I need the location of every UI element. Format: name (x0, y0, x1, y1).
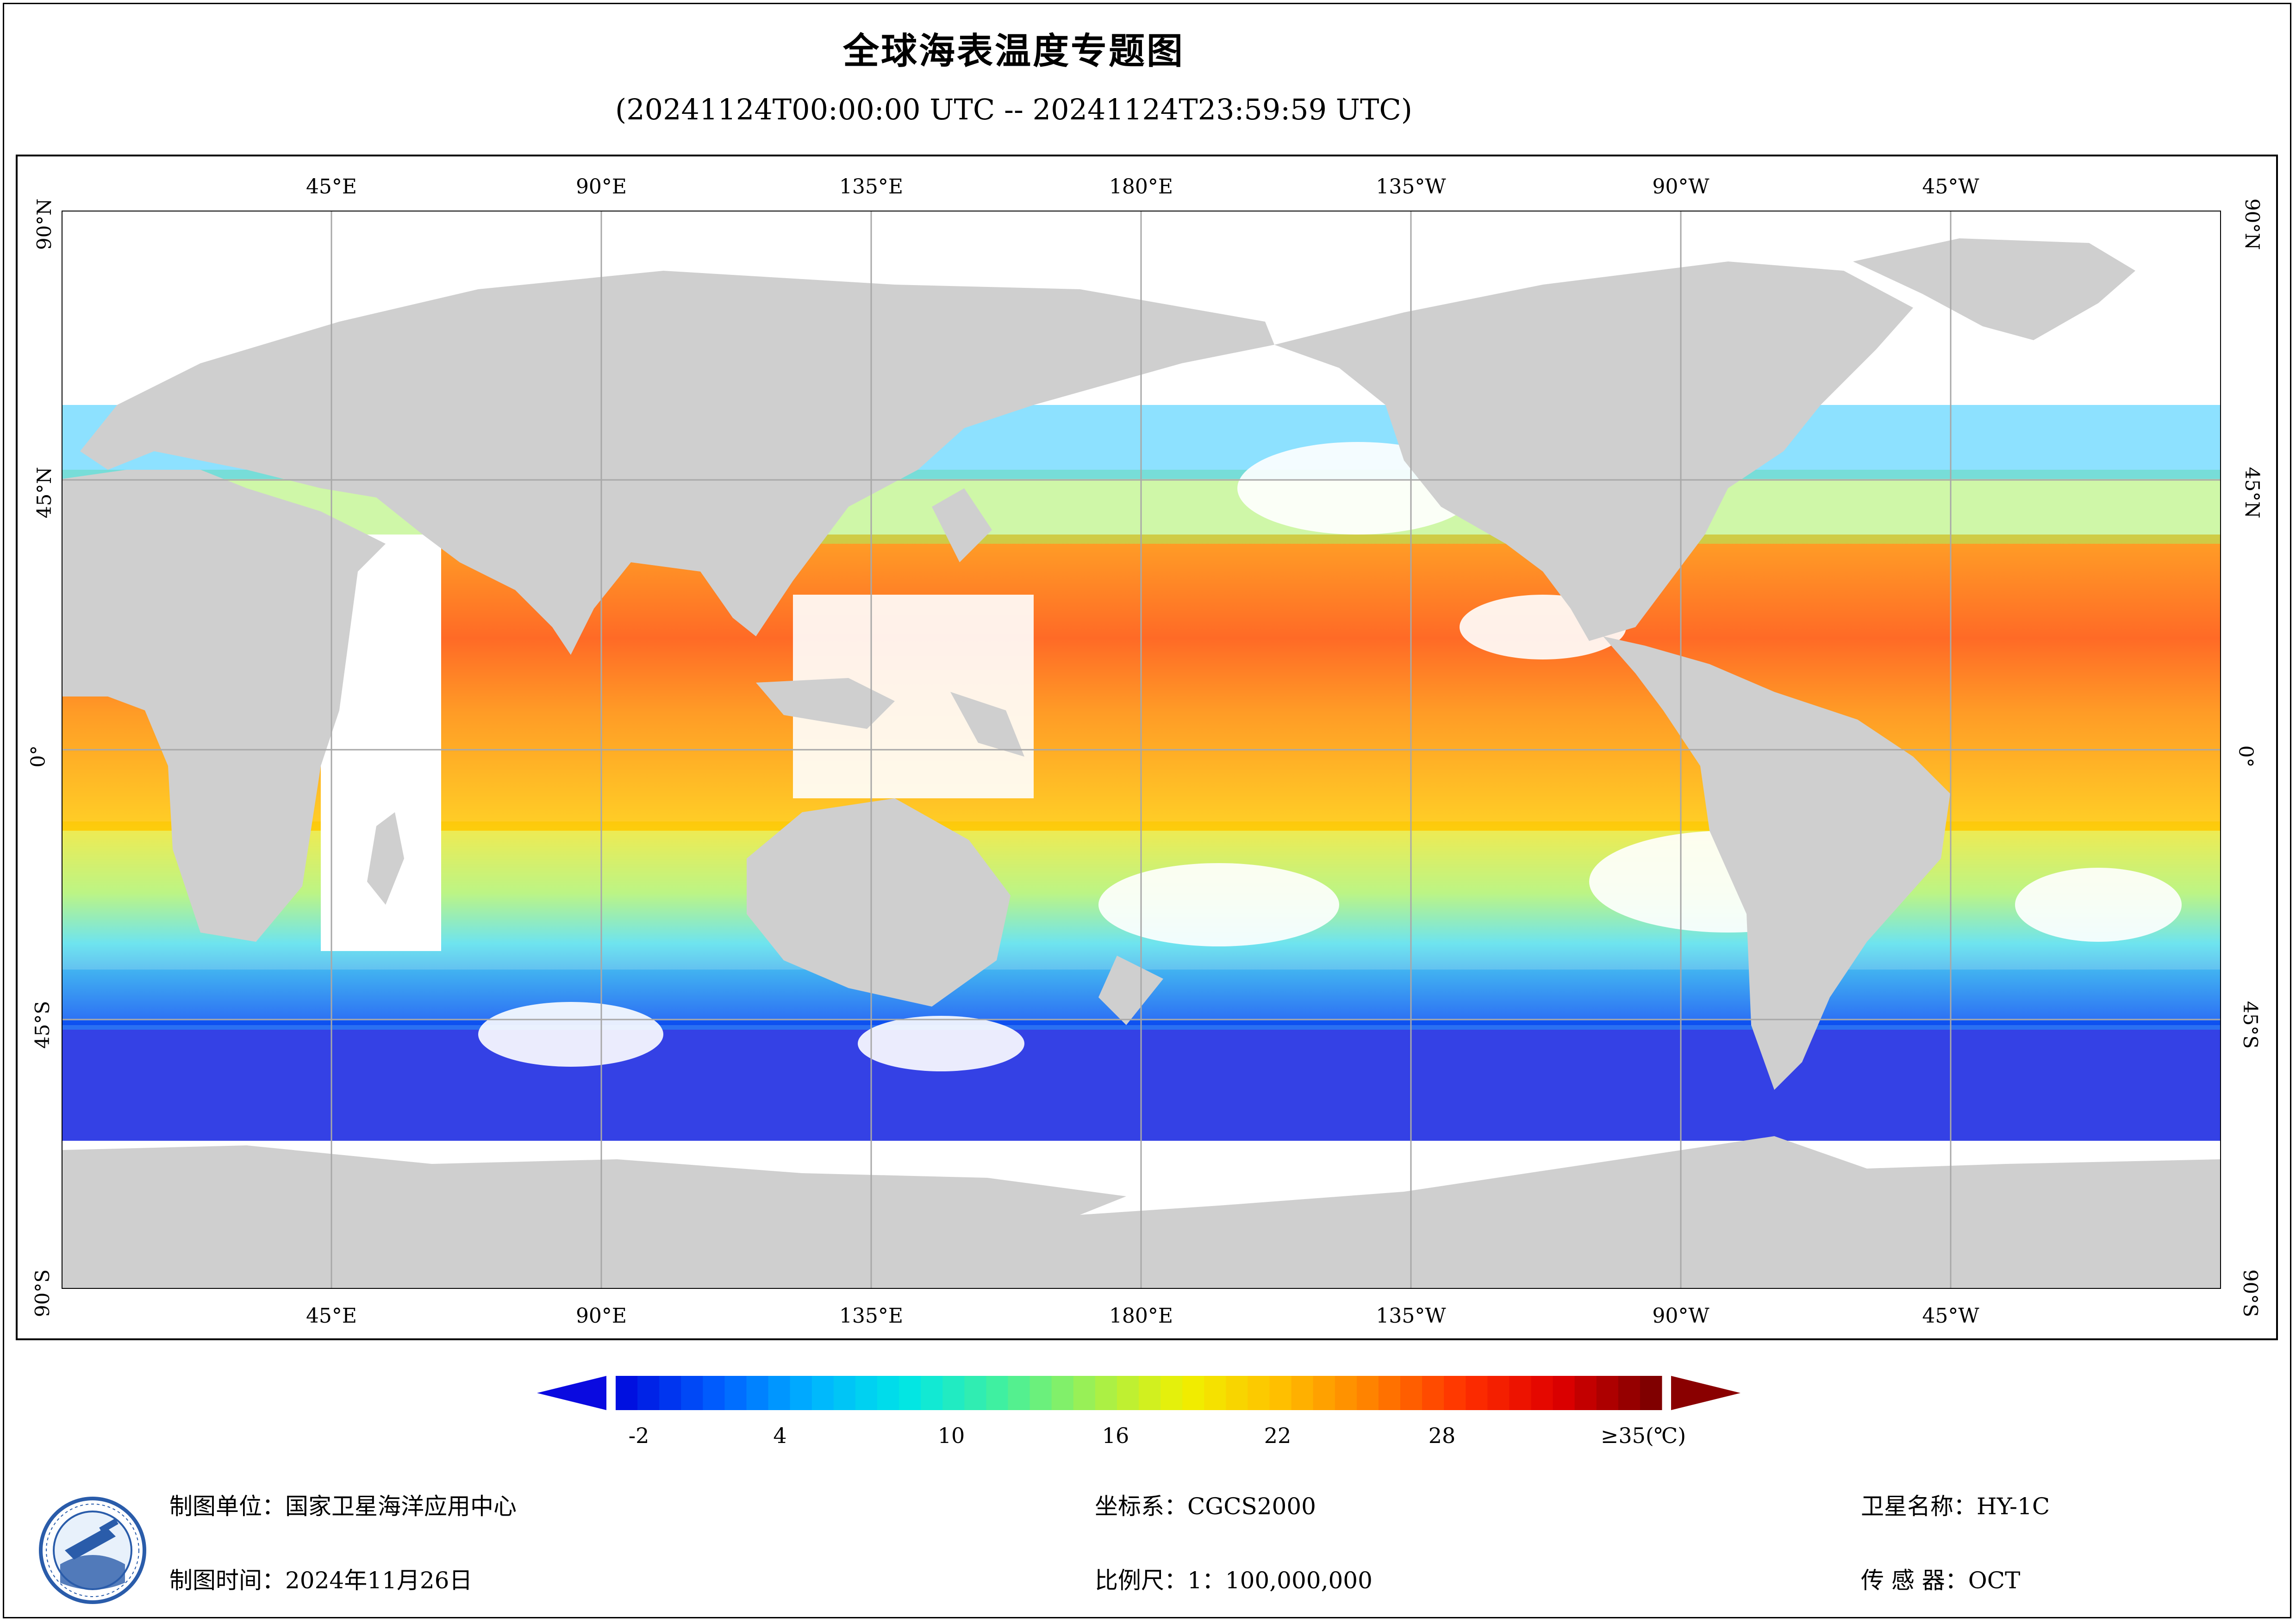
time-range: (20241124T00:00:00 UTC -- 20241124T23:59… (615, 93, 1412, 126)
lon-label-bottom: 135°E (839, 1304, 904, 1328)
colorbar-cell (811, 1376, 834, 1410)
colorbar-cell (986, 1376, 1008, 1410)
colorbar-cell (1117, 1376, 1139, 1410)
colorbar-cell (1008, 1376, 1030, 1410)
colorbar-cell (1596, 1376, 1619, 1410)
colorbar-cell (1509, 1376, 1531, 1410)
colorbar-cell (1029, 1376, 1052, 1410)
lat-label-left: 90°S (31, 1269, 54, 1318)
colorbar-cell (1291, 1376, 1314, 1410)
lat-label-left: 90°N (33, 198, 56, 250)
lon-label-bottom: 45°W (1922, 1304, 1979, 1328)
lat-label-right: 90°N (2241, 198, 2264, 250)
colorbar-cell (637, 1376, 660, 1410)
footer-satellite: 卫星名称：HY-1C (1861, 1493, 2050, 1520)
colorbar-cell (1335, 1376, 1357, 1410)
colorbar-cell (659, 1376, 681, 1410)
map-frame (16, 155, 2278, 1340)
colorbar-cell (790, 1376, 812, 1410)
colorbar-cell (1466, 1376, 1488, 1410)
colorbar-cell (1051, 1376, 1074, 1410)
colorbar-cell (1139, 1376, 1161, 1410)
lon-label-bottom: 45°E (306, 1304, 357, 1328)
colorbar-tick: 22 (1264, 1423, 1292, 1448)
colorbar-cell (703, 1376, 725, 1410)
lat-label-right: 0° (2234, 745, 2258, 768)
colorbar-cell (1444, 1376, 1466, 1410)
colorbar-cell (1422, 1376, 1444, 1410)
colorbar-cell (724, 1376, 747, 1410)
colorbar-cell (1226, 1376, 1248, 1410)
colorbar-cell (1640, 1376, 1662, 1410)
colorbar-cell (1160, 1376, 1183, 1410)
footer-org: 制图单位：国家卫星海洋应用中心 (169, 1493, 517, 1520)
lon-label-top: 135°W (1376, 175, 1446, 199)
colorbar-cell (1618, 1376, 1641, 1410)
colorbar-tick: 16 (1102, 1423, 1129, 1448)
lat-label-right: 45°N (2241, 466, 2264, 519)
colorbar-tick: -2 (628, 1423, 649, 1448)
colorbar-cell (1378, 1376, 1401, 1410)
footer-date: 制图时间：2024年11月26日 (169, 1567, 473, 1594)
colorbar-cell (855, 1376, 878, 1410)
colorbar-cell (921, 1376, 943, 1410)
colorbar-cell (681, 1376, 703, 1410)
colorbar-tick: 28 (1428, 1423, 1456, 1448)
lon-label-top: 45°E (306, 175, 357, 199)
lon-label-bottom: 180°E (1109, 1304, 1173, 1328)
lon-label-top: 90°W (1652, 175, 1710, 199)
colorbar-cell (1574, 1376, 1597, 1410)
colorbar-cell (1487, 1376, 1510, 1410)
colorbar-min-arrow (537, 1376, 606, 1410)
lat-label-left: 0° (26, 745, 50, 768)
colorbar-cell (1248, 1376, 1270, 1410)
lat-label-right: 45°S (2239, 1001, 2262, 1049)
lon-label-bottom: 90°W (1652, 1304, 1710, 1328)
lon-label-top: 90°E (575, 175, 627, 199)
nsoas-logo (39, 1497, 146, 1604)
colorbar-cell (877, 1376, 899, 1410)
colorbar (537, 1376, 1741, 1410)
colorbar-cell (899, 1376, 921, 1410)
footer-scale: 比例尺：1：100,000,000 (1095, 1567, 1373, 1594)
colorbar-cell (1553, 1376, 1575, 1410)
footer-sensor: 传 感 器：OCT (1861, 1567, 2021, 1594)
colorbar-cell (1269, 1376, 1292, 1410)
page-border (3, 3, 2291, 1618)
colorbar-cell (1531, 1376, 1554, 1410)
footer-crs: 坐标系：CGCS2000 (1095, 1493, 1316, 1520)
colorbar-cell (616, 1376, 638, 1410)
lon-label-bottom: 90°E (575, 1304, 627, 1328)
lat-label-left: 45°N (33, 466, 56, 519)
colorbar-cell (964, 1376, 986, 1410)
colorbar-cell (942, 1376, 965, 1410)
sst-map (62, 211, 2221, 1289)
lon-label-top: 45°W (1922, 175, 1979, 199)
colorbar-cell (1095, 1376, 1117, 1410)
colorbar-cell (1073, 1376, 1096, 1410)
lon-label-bottom: 135°W (1376, 1304, 1446, 1328)
colorbar-cell (1182, 1376, 1204, 1410)
colorbar-cell (1204, 1376, 1226, 1410)
colorbar-tick: 4 (773, 1423, 787, 1448)
lon-label-top: 180°E (1109, 175, 1173, 199)
colorbar-tick: 10 (937, 1423, 965, 1448)
colorbar-cell (1356, 1376, 1379, 1410)
lat-label-right: 90°S (2239, 1269, 2262, 1318)
colorbar-cell (833, 1376, 856, 1410)
colorbar-cell (1400, 1376, 1423, 1410)
map-title: 全球海表温度专题图 (842, 31, 1185, 72)
colorbar-tick: ≥35(℃) (1600, 1423, 1686, 1448)
colorbar-max-arrow (1671, 1376, 1741, 1410)
lon-label-top: 135°E (839, 175, 904, 199)
colorbar-cell (1313, 1376, 1335, 1410)
lat-label-left: 45°S (31, 1001, 54, 1049)
colorbar-cell (746, 1376, 769, 1410)
colorbar-cell (768, 1376, 791, 1410)
